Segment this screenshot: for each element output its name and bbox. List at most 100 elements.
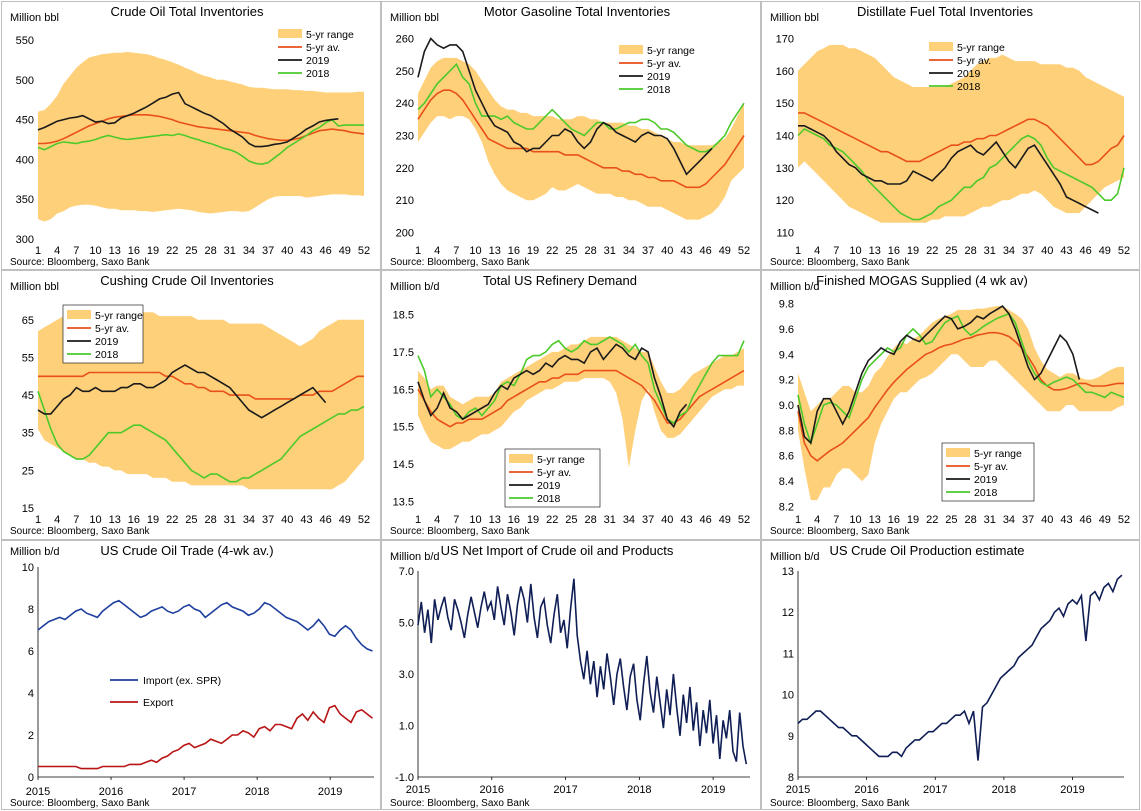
range-band [798, 306, 1124, 501]
x-tick-label: 46 [700, 514, 712, 526]
y-tick-label: 10 [22, 562, 34, 574]
x-tick-label: 46 [320, 514, 332, 526]
year-2019-line [37, 364, 327, 419]
legend-swatch-range [619, 45, 643, 54]
range-band [798, 44, 1124, 223]
five-year-average-line [797, 331, 1124, 462]
y-tick-label: 450 [16, 115, 34, 127]
x-tick-label: 43 [300, 514, 312, 526]
x-tick-label: 10 [849, 245, 861, 257]
five-year-average-line [38, 371, 364, 400]
x-tick-label: 34 [1003, 245, 1015, 257]
source-note: Source: Bloomberg, Saxo Bank [770, 257, 911, 268]
x-tick-label: 1 [795, 514, 801, 526]
y-tick-label: 9.0 [779, 400, 794, 412]
y-tick-label: 250 [396, 66, 414, 78]
y-tick-label: 2 [28, 730, 34, 742]
year-2018-line [37, 118, 364, 166]
y-tick-label: 9.8 [779, 299, 794, 311]
x-tick-label: 46 [1080, 245, 1092, 257]
x-tick-label: 28 [584, 514, 596, 526]
legend-label: Import (ex. SPR) [143, 675, 221, 687]
x-tick-label: 52 [358, 514, 370, 526]
x-tick-label: 4 [434, 514, 440, 526]
x-tick-label: 25 [185, 514, 197, 526]
y-tick-label: 220 [396, 163, 414, 175]
x-tick-label: 43 [680, 514, 692, 526]
x-tick-label: 2017 [553, 784, 577, 796]
y-tick-label: 9.4 [779, 349, 794, 361]
x-tick-label: 49 [339, 245, 351, 257]
x-tick-label: 2018 [992, 784, 1016, 796]
x-tick-label: 2015 [26, 786, 50, 798]
x-tick-label: 49 [1099, 245, 1111, 257]
x-tick-label: 19 [147, 514, 159, 526]
x-tick-label: 19 [147, 245, 159, 257]
y-tick-label: 12 [782, 607, 794, 619]
y-tick-label: 170 [776, 33, 794, 45]
x-tick-label: 46 [700, 245, 712, 257]
x-tick-label: 31 [224, 514, 236, 526]
y-tick-label: 260 [396, 33, 414, 45]
y-tick-label: 55 [22, 352, 34, 364]
legend-label: 2019 [974, 474, 998, 486]
x-tick-label: 16 [128, 514, 140, 526]
y-tick-label: 9 [788, 731, 794, 743]
y-tick-label: 500 [16, 75, 34, 87]
legend-swatch-range [946, 448, 970, 457]
chart-svg: US Net Import of Crude oil and ProductsM… [390, 543, 750, 809]
y-tick-label: 0 [28, 772, 34, 784]
x-tick-label: 1 [415, 514, 421, 526]
panel-crude: Crude Oil Total Inventories Million bbl So… [1, 1, 381, 270]
x-tick-label: 2019 [1060, 784, 1084, 796]
x-tick-label: 31 [224, 245, 236, 257]
legend-label: 5-yr av. [95, 323, 129, 335]
chart-svg: US Crude Oil Production estimate Million … [770, 543, 1124, 809]
x-tick-label: 2016 [480, 784, 504, 796]
x-tick-label: 2019 [318, 786, 342, 798]
x-tick-label: 22 [166, 514, 178, 526]
x-tick-label: 2017 [172, 786, 196, 798]
range-band [418, 336, 744, 468]
x-tick-label: 7 [833, 245, 839, 257]
legend-label: 5-yr av. [647, 58, 681, 70]
y-tick-label: 18.5 [393, 309, 414, 321]
x-tick-label: 13 [489, 245, 501, 257]
y-axis-label: Million bbl [770, 12, 819, 24]
x-tick-label: 40 [661, 514, 673, 526]
y-tick-label: 8.2 [779, 501, 794, 513]
legend-label: 5-yr range [974, 448, 1022, 460]
y-axis-label: Million bbl [10, 12, 59, 24]
x-tick-label: 2016 [99, 786, 123, 798]
x-tick-label: 10 [469, 245, 481, 257]
y-axis-label: Million b/d [390, 281, 440, 293]
legend-label: 2019 [957, 68, 981, 80]
y-tick-label: 45 [22, 390, 34, 402]
legend-label: 5-yr range [306, 29, 354, 41]
x-tick-label: 13 [109, 245, 121, 257]
x-tick-label: 2016 [854, 784, 878, 796]
range-band [418, 57, 744, 220]
legend-label: 2018 [537, 493, 561, 505]
panel-cushing: Cushing Crude Oil Inventories Million bbl… [1, 270, 381, 540]
y-tick-label: 8 [788, 772, 794, 784]
x-tick-label: 13 [869, 514, 881, 526]
x-tick-label: 7 [73, 514, 79, 526]
year-2019-line [417, 343, 688, 429]
legend-label: 2018 [957, 81, 981, 93]
source-note: Source: Bloomberg, Saxo Bank [770, 526, 911, 537]
year-2019-line [798, 125, 1099, 214]
x-tick-label: 10 [849, 514, 861, 526]
legend-label: 2019 [537, 480, 561, 492]
x-tick-label: 52 [1118, 245, 1130, 257]
chart-svg: US Crude Oil Trade (4-wk av.) Million b/d… [10, 543, 374, 809]
y-axis-label: Million b/d [770, 281, 820, 293]
x-tick-label: 4 [54, 245, 60, 257]
y-tick-label: 16.5 [393, 384, 414, 396]
year-2018-line [37, 391, 365, 483]
chart-svg: Distillate Fuel Total Inventories Million… [770, 4, 1130, 268]
x-tick-label: 4 [814, 514, 820, 526]
y-tick-label: 65 [22, 315, 34, 327]
legend-label: 2019 [647, 71, 671, 83]
